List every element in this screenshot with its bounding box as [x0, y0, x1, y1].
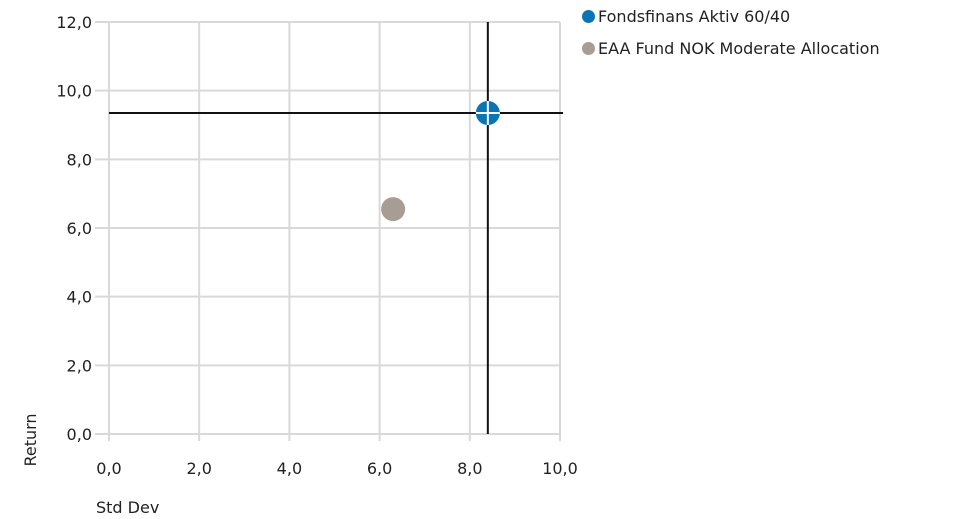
- legend-label: EAA Fund NOK Moderate Allocation: [598, 38, 880, 58]
- y-tick-label: 2,0: [67, 356, 92, 375]
- x-tick-label: 6,0: [367, 459, 392, 478]
- x-tick-label: 4,0: [277, 459, 302, 478]
- legend-marker-icon: [582, 41, 595, 55]
- legend: Fondsfinans Aktiv 60/40 EAA Fund NOK Mod…: [582, 6, 880, 70]
- data-points: [381, 100, 500, 222]
- y-axis-title: Return: [21, 413, 40, 466]
- legend-label: Fondsfinans Aktiv 60/40: [598, 6, 791, 26]
- y-tick-labels: 0,0 2,0 4,0 6,0 8,0 10,0 12,0: [56, 13, 92, 444]
- y-tick-label: 10,0: [56, 82, 92, 101]
- crosshair-plus-icon: [475, 100, 500, 125]
- legend-item-eaa-fund[interactable]: EAA Fund NOK Moderate Allocation: [582, 38, 880, 58]
- y-tick-label: 6,0: [67, 219, 92, 238]
- x-tick-label: 10,0: [542, 459, 578, 478]
- x-tick-label: 8,0: [457, 459, 482, 478]
- data-point[interactable]: [381, 197, 406, 222]
- x-axis-title: Std Dev: [96, 498, 159, 517]
- y-tick-label: 4,0: [67, 288, 92, 307]
- y-tick-label: 0,0: [67, 425, 92, 444]
- x-tick-label: 2,0: [186, 459, 211, 478]
- x-tick-label: 0,0: [96, 459, 121, 478]
- grid-lines: [95, 21, 561, 441]
- legend-item-fondsfinans[interactable]: Fondsfinans Aktiv 60/40: [582, 6, 880, 26]
- y-tick-label: 12,0: [56, 13, 92, 32]
- y-tick-label: 8,0: [67, 150, 92, 169]
- legend-marker-icon: [582, 9, 595, 23]
- x-tick-labels: 0,0 2,0 4,0 6,0 8,0 10,0: [96, 459, 578, 478]
